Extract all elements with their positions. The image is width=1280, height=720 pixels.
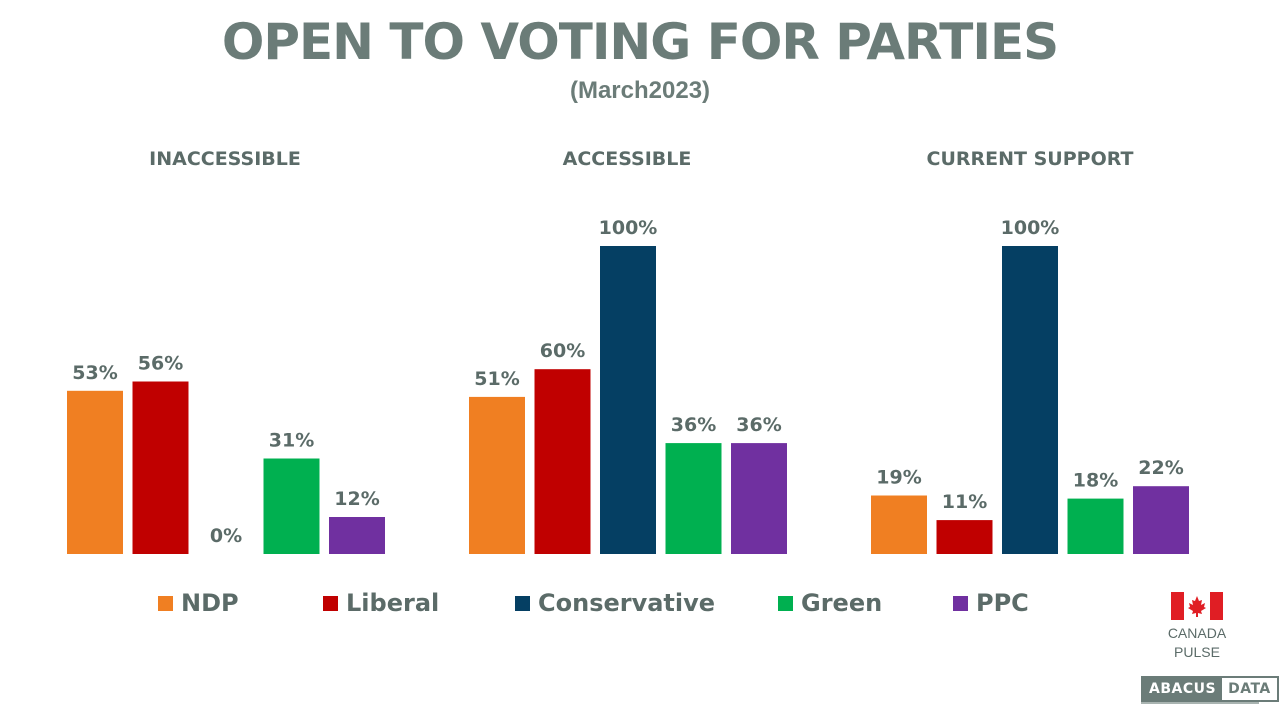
bar-2-0 — [871, 495, 927, 554]
legend-swatch-2 — [515, 595, 530, 611]
data-label-2-4: 22% — [1138, 457, 1183, 479]
data-label-1-2: 100% — [599, 217, 658, 239]
legend-label-1: Liberal — [346, 589, 440, 617]
legend-label-0: NDP — [181, 589, 239, 617]
bar-1-2 — [600, 246, 656, 554]
bar-chart: INACCESSIBLE 53% 56% 0% 31% 12% ACCESSIBLE 51% 6… — [67, 148, 1189, 554]
legend-label-4: PPC — [976, 589, 1029, 617]
legend-item-4: PPC — [953, 586, 1029, 620]
logo-data: DATA — [1222, 678, 1277, 700]
data-label-1-0: 51% — [474, 368, 519, 390]
logo-abacus: ABACUS — [1143, 678, 1223, 700]
data-label-2-2: 100% — [1001, 217, 1060, 239]
legend-swatch-4 — [953, 595, 968, 611]
data-label-0-4: 12% — [334, 488, 379, 510]
legend-item-0: NDP — [158, 586, 239, 620]
panel-title-0: INACCESSIBLE — [149, 148, 301, 170]
panel-title-2: CURRENT SUPPORT — [927, 148, 1134, 170]
data-label-1-3: 36% — [671, 414, 716, 436]
legend-item-2: Conservative — [515, 586, 715, 620]
bar-0-4 — [329, 517, 385, 554]
bar-2-2 — [1002, 246, 1058, 554]
data-label-0-0: 53% — [72, 362, 117, 384]
bar-1-0 — [469, 396, 525, 554]
legend-item-3: Green — [778, 586, 882, 620]
legend-label-3: Green — [801, 589, 883, 617]
data-label-0-2: 0% — [210, 525, 242, 547]
abacus-data-logo: ABACUS DATA — [1141, 676, 1279, 702]
logo-underline — [1141, 702, 1259, 704]
data-label-2-0: 19% — [876, 467, 921, 489]
bar-2-4 — [1133, 486, 1189, 554]
legend-swatch-3 — [778, 595, 793, 611]
legend: NDP Liberal Conservative Green PPC — [158, 586, 1058, 620]
chart-subtitle: (March2023) — [569, 77, 711, 104]
bar-2-1 — [936, 520, 993, 554]
legend-label-2: Conservative — [538, 589, 716, 617]
data-label-2-3: 18% — [1073, 470, 1118, 492]
data-label-0-3: 31% — [269, 430, 314, 452]
bar-0-3 — [263, 458, 320, 554]
bar-1-4 — [731, 443, 787, 554]
legend-swatch-1 — [323, 595, 338, 611]
bar-0-1 — [132, 381, 189, 554]
data-label-1-4: 36% — [736, 414, 781, 436]
data-label-0-1: 56% — [138, 353, 183, 375]
canada-pulse-line2: PULSE — [1174, 644, 1220, 660]
data-label-2-1: 11% — [942, 491, 987, 513]
bar-0-0 — [67, 390, 123, 554]
bar-1-1 — [534, 369, 591, 554]
chart-title: OPEN TO VOTING FOR PARTIES — [221, 13, 1059, 71]
canada-flag-icon — [1171, 592, 1223, 620]
panel-title-1: ACCESSIBLE — [563, 148, 692, 170]
legend-item-1: Liberal — [323, 586, 439, 620]
bar-2-3 — [1067, 498, 1124, 554]
canada-pulse-line1: CANADA — [1167, 625, 1227, 641]
bar-1-3 — [665, 443, 722, 554]
data-label-1-1: 60% — [540, 340, 585, 362]
legend-swatch-0 — [158, 595, 173, 611]
canada-pulse-label: CANADA PULSE — [1140, 624, 1254, 662]
